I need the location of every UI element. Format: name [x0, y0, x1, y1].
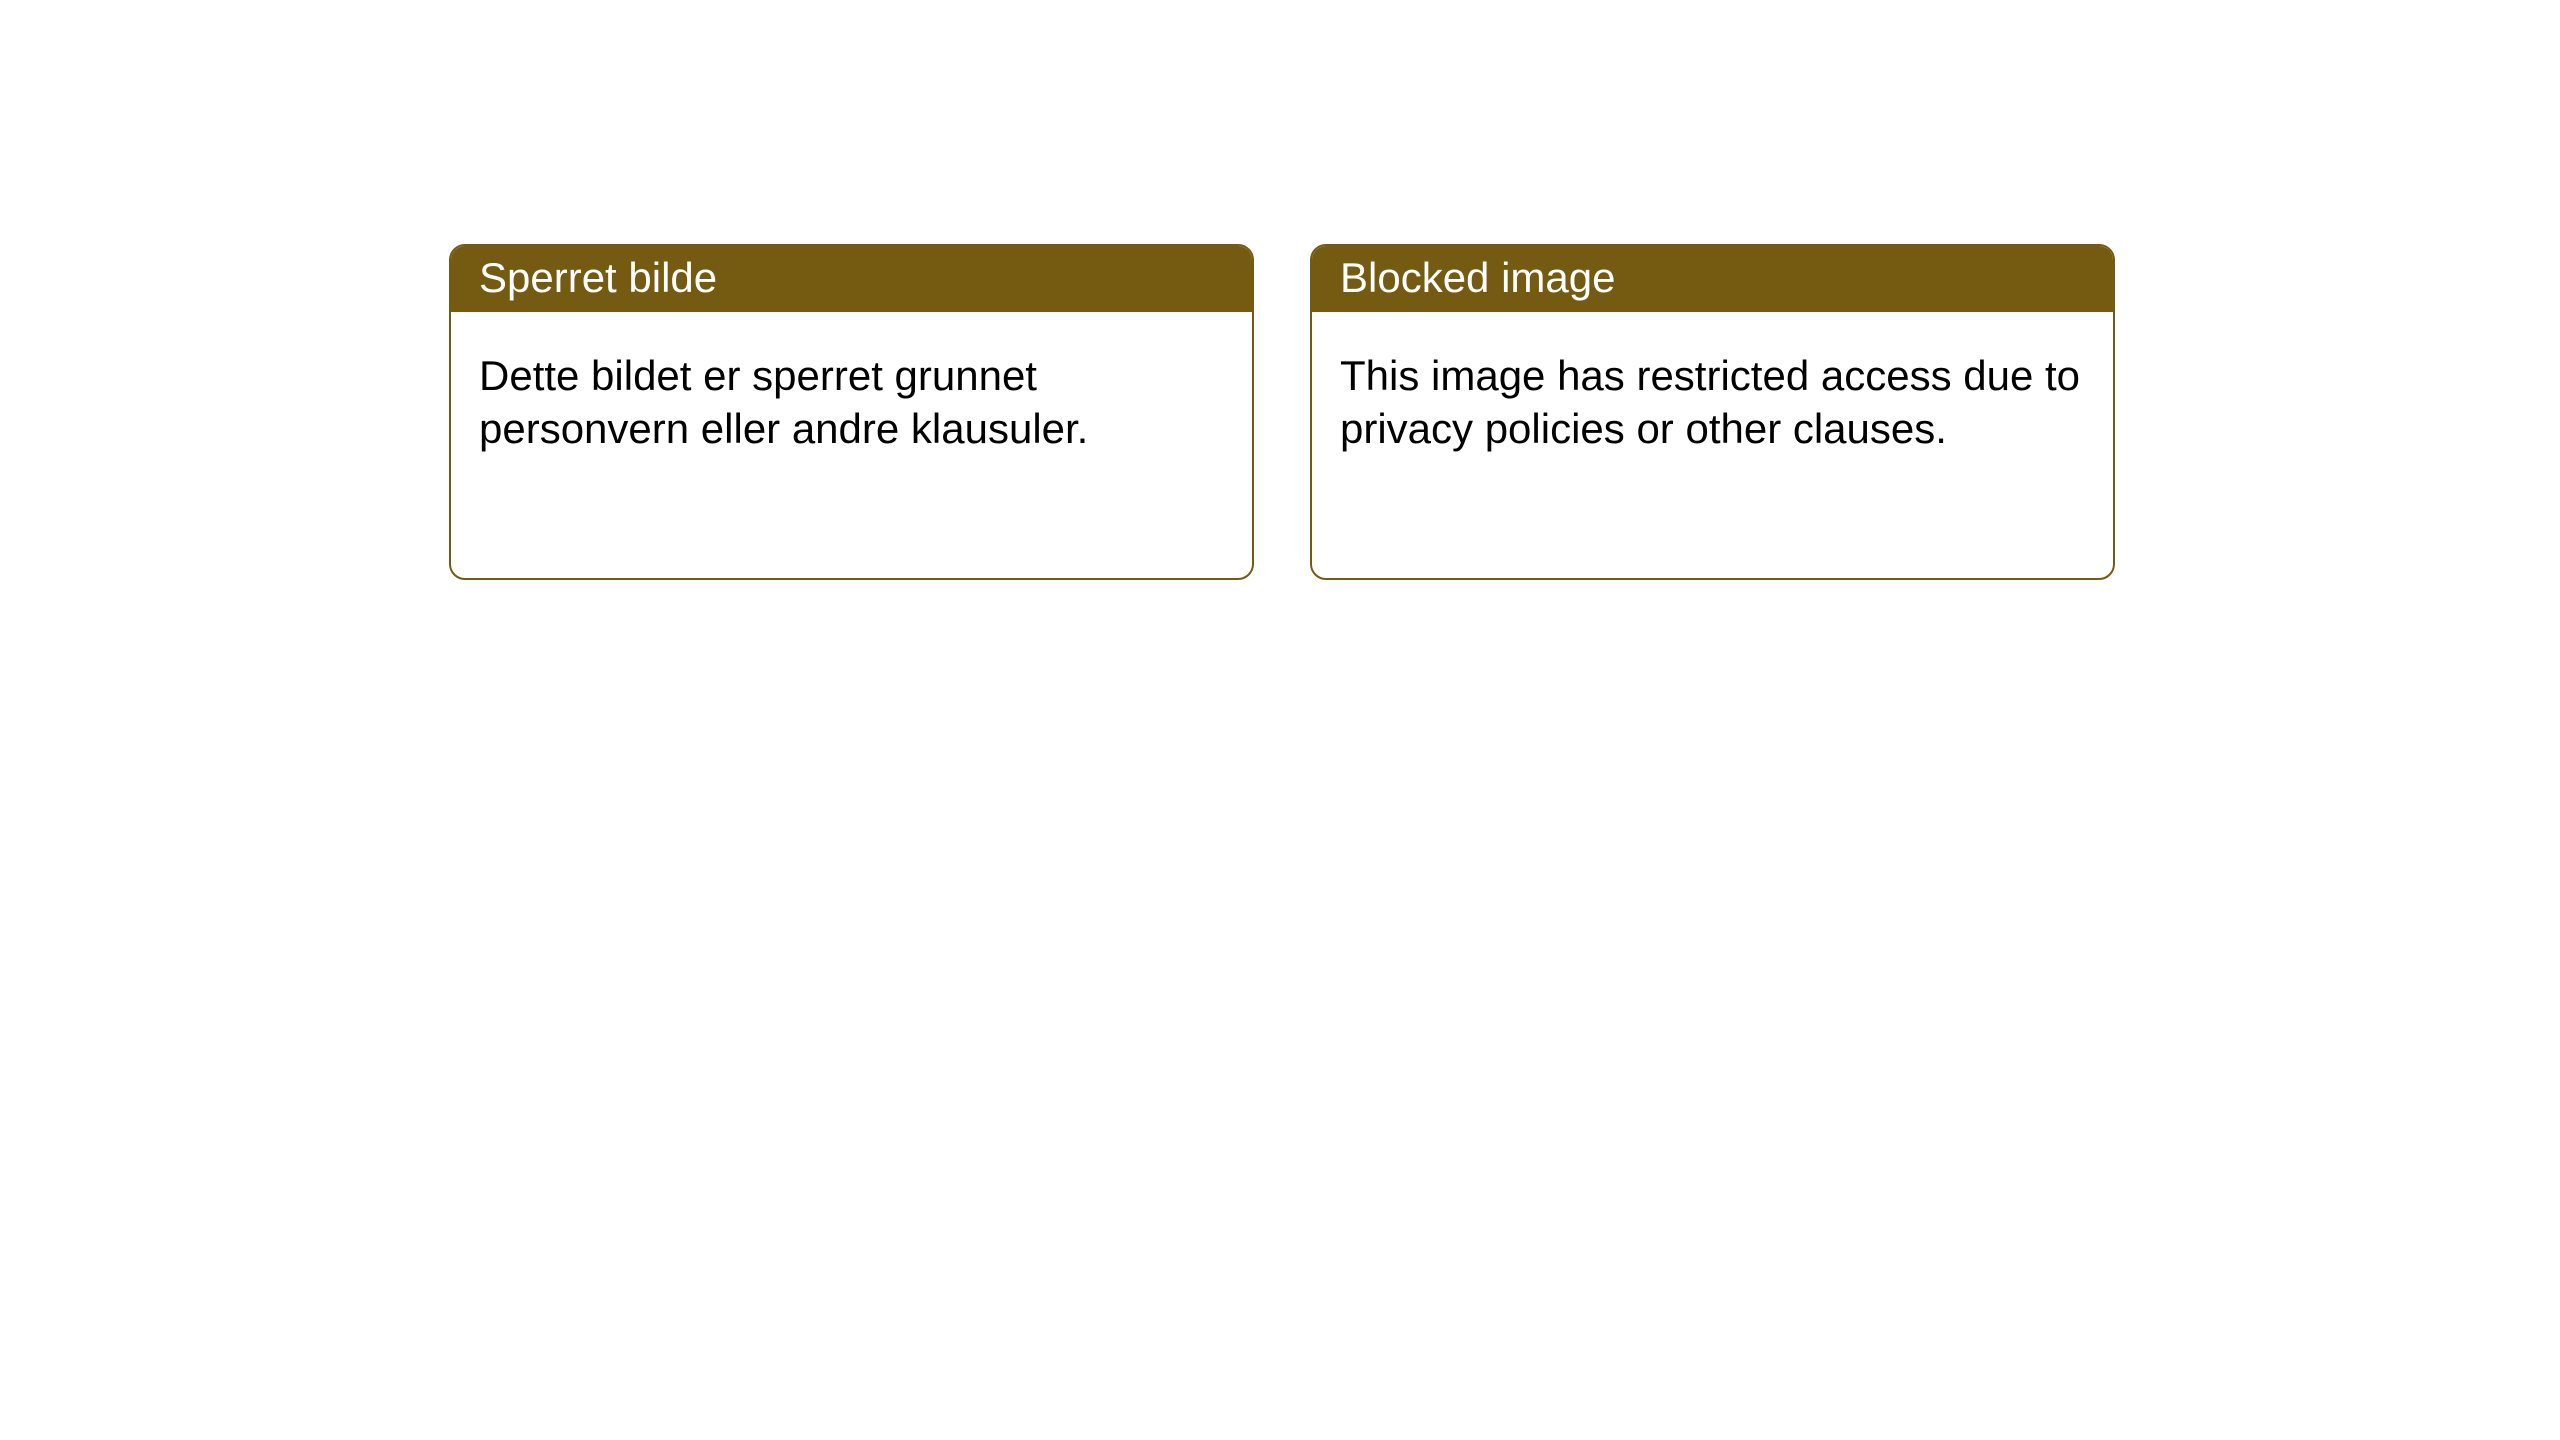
notice-body: This image has restricted access due to …	[1312, 312, 2113, 483]
notice-card-norwegian: Sperret bilde Dette bildet er sperret gr…	[449, 244, 1254, 580]
notice-body: Dette bildet er sperret grunnet personve…	[451, 312, 1252, 483]
notice-header: Blocked image	[1312, 246, 2113, 312]
notices-container: Sperret bilde Dette bildet er sperret gr…	[449, 244, 2115, 580]
notice-card-english: Blocked image This image has restricted …	[1310, 244, 2115, 580]
notice-header: Sperret bilde	[451, 246, 1252, 312]
